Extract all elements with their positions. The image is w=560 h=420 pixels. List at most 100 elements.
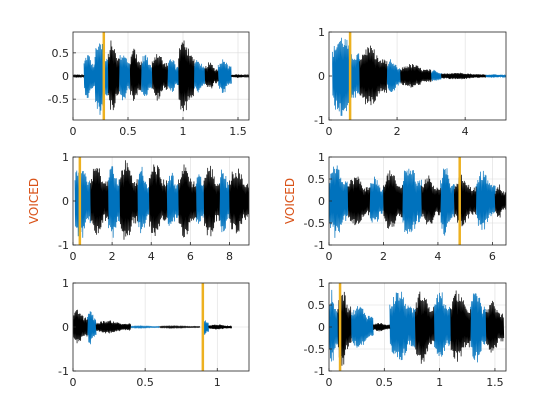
unvoiced-segment	[414, 291, 435, 364]
waveform	[73, 40, 249, 115]
x-tick-label: 4	[434, 250, 441, 263]
voiced-segment	[440, 168, 455, 236]
unvoiced-segment	[73, 309, 88, 344]
waveform	[329, 165, 506, 238]
voiced-segment	[475, 170, 496, 230]
unvoiced-segment	[148, 164, 168, 236]
y-tick-label: 1	[318, 277, 325, 290]
voiced-segment	[193, 60, 206, 93]
voiced-segment	[217, 59, 232, 93]
unvoiced-segment	[203, 165, 221, 237]
unvoiced-segment	[119, 160, 138, 240]
y-tick-label: -1	[314, 365, 325, 378]
x-tick-label: 4	[462, 125, 469, 138]
unvoiced-segment	[208, 324, 233, 330]
unvoiced-segment	[90, 168, 109, 235]
voiced-segment	[166, 172, 179, 226]
voiced-segment	[140, 54, 153, 97]
voiced-segment	[130, 324, 160, 330]
unvoiced-segment	[440, 72, 486, 80]
y-tick-label: -0.5	[304, 217, 325, 230]
x-tick-label: 1	[180, 125, 187, 138]
voiced-segment	[195, 174, 205, 224]
voiced-segment	[83, 55, 96, 98]
y-tick-label: -0.5	[48, 93, 69, 106]
voiced-segment	[107, 166, 121, 238]
x-tick-label: 0	[326, 125, 333, 138]
x-tick-label: 6	[187, 250, 194, 263]
voiced-segment	[332, 37, 360, 116]
y-tick-label: -1	[58, 365, 69, 378]
x-tick-label: 0	[70, 125, 77, 138]
y-tick-label: 0	[62, 321, 69, 334]
unvoiced-segment	[73, 73, 85, 79]
voiced-segment	[94, 43, 109, 115]
unvoiced-segment	[107, 40, 120, 111]
waveform	[74, 160, 249, 240]
voiced-segment	[167, 59, 179, 92]
x-tick-label: 1	[214, 376, 221, 389]
unvoiced-segment	[159, 324, 201, 330]
unvoiced-segment	[421, 175, 441, 225]
voiced-segment	[485, 73, 506, 79]
y-tick-label: 0	[318, 70, 325, 83]
unvoiced-segment	[453, 174, 477, 227]
unvoiced-segment	[359, 45, 388, 106]
unvoiced-segment	[229, 168, 249, 234]
y-tick-label: 0	[62, 70, 69, 83]
unvoiced-segment	[485, 300, 505, 353]
x-tick-label: 2	[380, 250, 387, 263]
x-tick-label: 2	[394, 125, 401, 138]
y-tick-label: 0	[318, 195, 325, 208]
waveform	[73, 309, 233, 345]
x-tick-label: 8	[226, 250, 233, 263]
x-tick-label: 0	[326, 376, 333, 389]
x-tick-label: 0	[70, 376, 77, 389]
y-tick-label: -0.5	[304, 343, 325, 356]
voiced-segment	[402, 168, 422, 234]
x-tick-label: 0.5	[376, 376, 394, 389]
voiced-segment	[433, 292, 452, 357]
unvoiced-segment	[95, 320, 132, 334]
x-tick-label: 0	[70, 250, 77, 263]
voiced-segment	[219, 169, 230, 233]
unvoiced-segment	[347, 176, 371, 226]
y-tick-label: -1	[314, 114, 325, 127]
y-tick-label: 0.5	[52, 47, 70, 60]
y-axis-label: VOICED	[27, 178, 41, 224]
x-tick-label: 6	[489, 250, 496, 263]
axes-6: 0 0.5 1 1.5 -1 -0.5 0 0.5 1	[304, 277, 507, 389]
voiced-segment	[430, 69, 442, 82]
y-tick-label: 0	[62, 195, 69, 208]
axes-2: 0 2 4-101	[314, 26, 507, 138]
y-tick-label: 1	[318, 151, 325, 164]
voiced-segment	[118, 55, 131, 101]
x-tick-label: 0.5	[119, 125, 137, 138]
y-tick-label: 1	[62, 277, 69, 290]
unvoiced-segment	[231, 73, 249, 79]
y-tick-label: -1	[58, 239, 69, 252]
voiced-segment	[350, 306, 374, 348]
unvoiced-segment	[129, 48, 142, 101]
x-tick-label: 1.5	[229, 125, 247, 138]
voiced-segment	[329, 289, 339, 362]
x-tick-label: 1.5	[486, 376, 504, 389]
y-tick-label: 0	[318, 321, 325, 334]
y-axis-label: VOICED	[283, 178, 297, 224]
x-tick-label: 0.5	[136, 376, 154, 389]
voiced-segment	[386, 59, 401, 93]
unvoiced-segment	[178, 164, 197, 238]
axes-4: 0 2 4 6 -1 -0.5 0 0.5 1 VOICED	[283, 151, 507, 263]
unvoiced-segment	[178, 40, 195, 112]
x-tick-label: 4	[148, 250, 155, 263]
waveform	[329, 289, 505, 366]
x-tick-label: 1	[436, 376, 443, 389]
waveform	[332, 37, 506, 116]
y-tick-label: -1	[314, 239, 325, 252]
axes-5: 0 0.5 1-101	[58, 277, 250, 389]
voiced-segment	[74, 160, 91, 240]
unvoiced-segment	[372, 323, 391, 332]
unvoiced-segment	[494, 184, 506, 218]
voiced-segment	[87, 311, 97, 345]
voiced-segment	[137, 166, 150, 234]
